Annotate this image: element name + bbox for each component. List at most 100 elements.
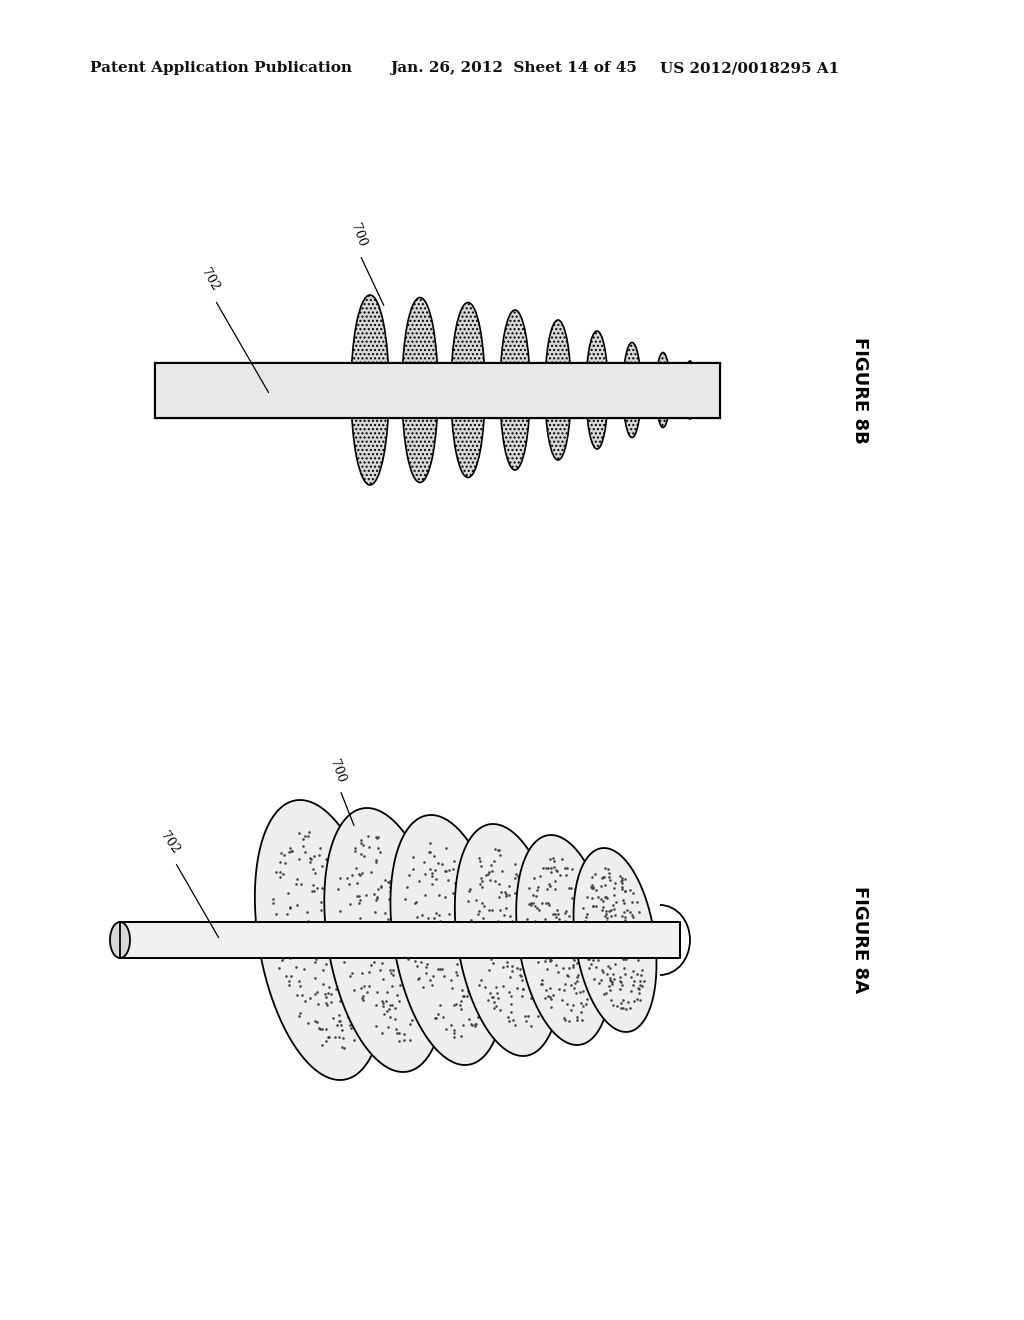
Point	[508, 915, 524, 936]
Point	[591, 960, 607, 981]
Point	[609, 995, 626, 1016]
Ellipse shape	[708, 368, 717, 412]
Point	[317, 986, 334, 1007]
Point	[397, 936, 414, 957]
Point	[265, 888, 282, 909]
Point	[433, 913, 450, 935]
Point	[396, 915, 413, 936]
Point	[579, 886, 595, 907]
Point	[467, 937, 483, 958]
Point	[564, 957, 581, 978]
Point	[605, 895, 622, 916]
Point	[381, 998, 397, 1019]
Point	[368, 851, 384, 873]
Point	[276, 853, 293, 874]
Point	[498, 886, 514, 907]
Point	[355, 834, 372, 855]
Point	[291, 849, 307, 870]
Point	[420, 944, 436, 965]
Point	[391, 871, 408, 892]
Point	[526, 895, 543, 916]
Point	[401, 921, 418, 942]
Point	[382, 873, 398, 894]
Point	[354, 965, 371, 986]
Point	[615, 949, 632, 970]
Point	[494, 861, 510, 882]
Point	[352, 829, 369, 850]
Point	[547, 904, 563, 925]
Point	[353, 843, 370, 865]
Point	[501, 945, 517, 966]
Point	[541, 957, 557, 978]
Point	[355, 986, 372, 1007]
Point	[342, 882, 358, 903]
Point	[314, 946, 331, 968]
Point	[322, 913, 338, 935]
Point	[447, 873, 464, 894]
Point	[466, 916, 482, 937]
Point	[490, 940, 507, 961]
Point	[428, 903, 444, 924]
Point	[520, 894, 537, 915]
Point	[385, 964, 401, 985]
Point	[534, 892, 550, 913]
Point	[344, 865, 360, 886]
Point	[579, 925, 595, 946]
Point	[483, 935, 500, 956]
Point	[379, 932, 395, 953]
Point	[621, 924, 637, 945]
Point	[481, 949, 498, 970]
Point	[280, 903, 296, 924]
Point	[625, 974, 641, 995]
Ellipse shape	[545, 319, 571, 459]
Point	[589, 941, 605, 962]
Point	[342, 911, 358, 932]
Point	[622, 923, 638, 944]
Point	[572, 993, 589, 1014]
Point	[604, 972, 621, 993]
Point	[540, 985, 556, 1006]
Point	[492, 900, 508, 921]
Point	[547, 870, 563, 891]
Point	[583, 964, 599, 985]
Point	[588, 911, 604, 932]
Point	[284, 841, 300, 862]
Point	[629, 964, 645, 985]
Point	[354, 962, 371, 983]
Point	[539, 912, 555, 933]
Point	[517, 1006, 534, 1027]
Point	[449, 941, 465, 962]
Point	[399, 968, 416, 989]
Point	[579, 903, 595, 924]
Point	[449, 994, 465, 1015]
Point	[586, 924, 602, 945]
Point	[522, 942, 539, 964]
Point	[467, 1014, 483, 1035]
Point	[517, 928, 534, 949]
Point	[494, 921, 510, 942]
Point	[553, 945, 569, 966]
Point	[596, 942, 612, 964]
Point	[567, 878, 584, 899]
Point	[513, 965, 529, 986]
Point	[328, 876, 344, 898]
Point	[529, 879, 546, 900]
Point	[420, 841, 436, 862]
Polygon shape	[325, 808, 445, 1072]
Point	[464, 870, 480, 891]
Point	[585, 896, 601, 917]
Point	[462, 904, 478, 925]
Point	[352, 1007, 369, 1028]
Point	[383, 902, 399, 923]
Point	[274, 948, 291, 969]
Ellipse shape	[500, 310, 530, 470]
Point	[603, 970, 620, 991]
Point	[540, 917, 556, 939]
Point	[387, 1008, 403, 1030]
Point	[547, 878, 563, 899]
Point	[464, 956, 480, 977]
Point	[477, 977, 494, 998]
Point	[348, 873, 365, 894]
Point	[439, 941, 456, 962]
Point	[331, 1027, 347, 1048]
